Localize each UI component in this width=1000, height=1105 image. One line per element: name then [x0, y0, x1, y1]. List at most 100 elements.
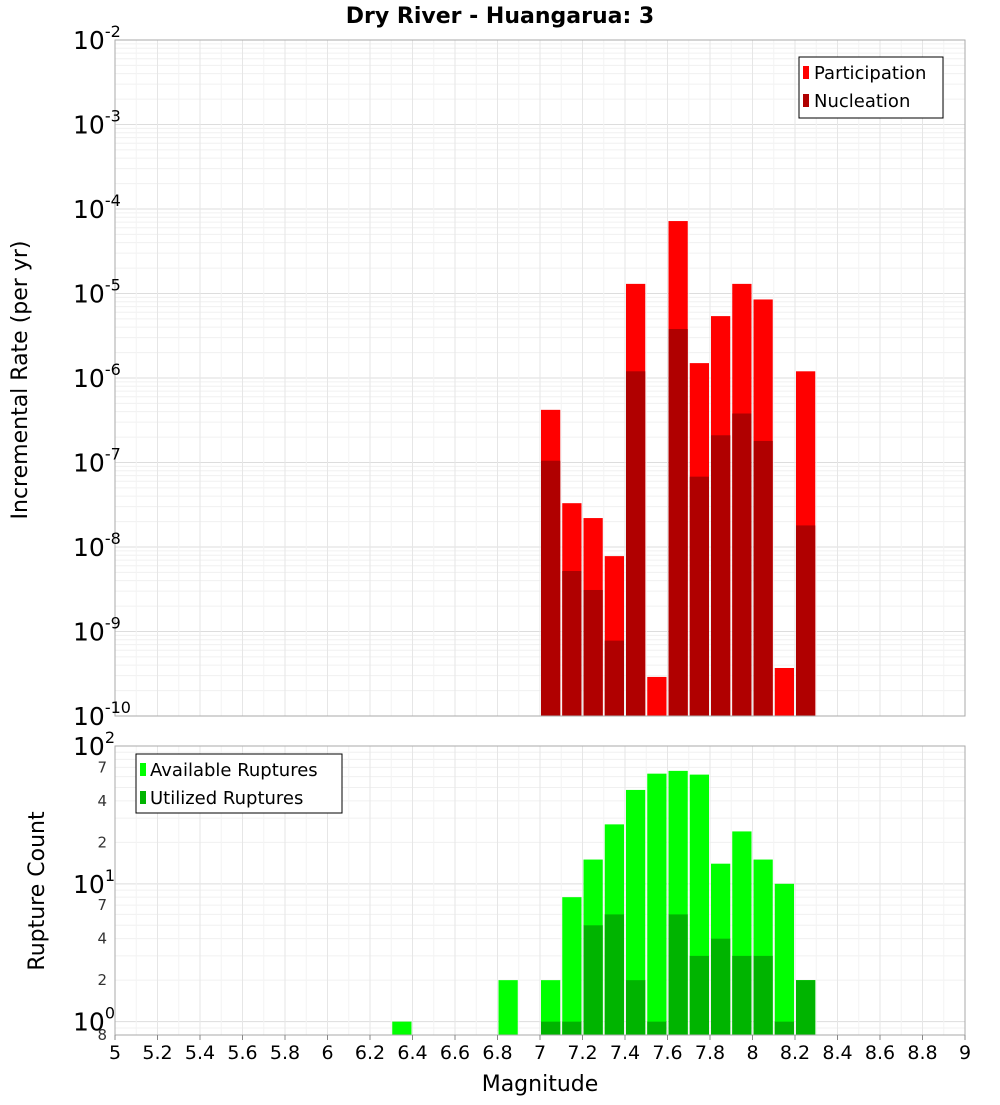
- x-tick-label: 9: [959, 1042, 971, 1064]
- utilized-ruptures-bar: [753, 955, 773, 1035]
- legend-swatch-utilized: [140, 791, 146, 804]
- count-y-tick-label: 101: [73, 866, 115, 899]
- rate-grid: [114, 39, 966, 717]
- participation-bar: [774, 667, 794, 716]
- utilized-ruptures-bar: [626, 980, 646, 1035]
- x-tick-label: 7.2: [567, 1042, 597, 1064]
- utilized-ruptures-bar: [583, 925, 603, 1035]
- legend-label-available: Available Ruptures: [150, 760, 318, 781]
- available-ruptures-bar: [541, 980, 561, 1035]
- count-panel: 102 101 100 7 4 2 7 4 2 8 5 5.2 5.4 5.6 5.8 6 6.2 6.4 6.6…: [25, 728, 971, 1097]
- available-ruptures-bar: [647, 773, 667, 1035]
- x-tick-label: 6.6: [440, 1042, 470, 1064]
- count-y-minor-tick-label: 2: [97, 971, 107, 989]
- count-y-minor-tick-label: 7: [97, 758, 107, 776]
- x-tick-label: 6.2: [355, 1042, 385, 1064]
- nucleation-bar: [626, 371, 646, 716]
- x-tick-label: 7.6: [652, 1042, 682, 1064]
- rate-y-ticks: 10-2 10-3 10-4 10-5 10-6 10-7 10-8 10-9 10-10: [73, 22, 131, 731]
- rate-plot-border: [114, 39, 966, 717]
- count-y-minor-tick-label: 4: [97, 930, 107, 948]
- utilized-ruptures-bar: [796, 980, 816, 1035]
- utilized-ruptures-bar: [774, 1021, 794, 1035]
- x-tick-label: 7: [534, 1042, 546, 1064]
- x-tick-label: 5.4: [185, 1042, 215, 1064]
- rate-panel: 10-2 10-3 10-4 10-5 10-6 10-7 10-8 10-9 10-10 In…: [8, 22, 966, 731]
- rate-y-tick-label: 10-6: [73, 360, 121, 393]
- rate-y-tick-label: 10-8: [73, 529, 121, 562]
- rate-y-tick-label: 10-3: [73, 107, 121, 140]
- rate-y-tick-label: 10-9: [73, 614, 121, 647]
- legend-swatch-nucleation: [803, 94, 809, 107]
- x-tick-label: 6.4: [397, 1042, 427, 1064]
- count-bars: [392, 770, 816, 1035]
- utilized-ruptures-bar: [604, 914, 624, 1035]
- x-tick-label: 8.8: [907, 1042, 937, 1064]
- x-tick-label: 8.4: [822, 1042, 852, 1064]
- count-legend-box: [135, 753, 343, 814]
- nucleation-bar: [541, 460, 561, 716]
- rate-legend: Participation Nucleation: [798, 56, 944, 119]
- available-ruptures-bar: [392, 1021, 412, 1035]
- available-ruptures-bar: [498, 980, 518, 1035]
- utilized-ruptures-bar: [562, 1021, 582, 1035]
- x-tick-label: 8.2: [780, 1042, 810, 1064]
- rate-legend-box: [798, 56, 944, 119]
- available-ruptures-bar: [626, 789, 646, 1035]
- rate-y-tick-label: 10-10: [73, 698, 131, 731]
- rate-y-tick-label: 10-2: [73, 22, 121, 55]
- x-tick-label: 5: [109, 1042, 121, 1064]
- utilized-ruptures-bar: [668, 914, 688, 1035]
- utilized-ruptures-bar: [541, 1021, 561, 1035]
- count-y-minor-tick-label: 4: [97, 792, 107, 810]
- nucleation-bar: [562, 570, 582, 716]
- x-tick-label: 5.8: [270, 1042, 300, 1064]
- legend-label-participation: Participation: [814, 63, 926, 84]
- nucleation-bar: [689, 476, 709, 716]
- nucleation-bar: [604, 640, 624, 716]
- utilized-ruptures-bar: [732, 955, 752, 1035]
- count-y-tick-label: 102: [73, 728, 115, 761]
- available-ruptures-bar: [562, 897, 582, 1035]
- count-y-minor-tick-label: 8: [97, 1026, 107, 1044]
- legend-swatch-available: [140, 763, 146, 776]
- count-y-axis-label: Rupture Count: [25, 811, 50, 971]
- utilized-ruptures-bar: [689, 955, 709, 1035]
- count-y-tick-label: 100: [73, 1004, 115, 1037]
- x-tick-label: 6.8: [482, 1042, 512, 1064]
- x-tick-label: 5.2: [142, 1042, 172, 1064]
- nucleation-bar: [711, 435, 731, 716]
- x-tick-label: 7.4: [610, 1042, 640, 1064]
- x-tick-label: 5.6: [227, 1042, 257, 1064]
- x-tick-label: 7.8: [695, 1042, 725, 1064]
- rate-bars: [541, 221, 816, 716]
- x-tick-label: 8.6: [865, 1042, 895, 1064]
- count-legend: Available Ruptures Utilized Ruptures: [135, 753, 343, 814]
- available-ruptures-bar: [774, 883, 794, 1035]
- x-axis-ticks: 5 5.2 5.4 5.6 5.8 6 6.2 6.4 6.6 6.8 7 7.2 7.4 7.6 7.8 8…: [109, 1035, 971, 1064]
- count-grid: [114, 745, 966, 1036]
- legend-swatch-participation: [803, 66, 809, 79]
- legend-label-utilized: Utilized Ruptures: [150, 788, 303, 809]
- nucleation-bar: [796, 525, 816, 716]
- rate-y-tick-label: 10-5: [73, 276, 121, 309]
- x-axis-label: Magnitude: [482, 1072, 599, 1097]
- legend-label-nucleation: Nucleation: [814, 91, 910, 112]
- nucleation-bar: [753, 440, 773, 716]
- utilized-ruptures-bar: [647, 1021, 667, 1035]
- rate-y-tick-label: 10-7: [73, 445, 121, 478]
- chart-title: Dry River - Huangarua: 3: [346, 4, 654, 29]
- utilized-ruptures-bar: [711, 938, 731, 1035]
- rate-y-tick-label: 10-4: [73, 191, 121, 224]
- participation-bar: [647, 676, 667, 716]
- count-y-ticks: 102 101 100 7 4 2 7 4 2 8: [73, 728, 115, 1044]
- rate-y-axis-label: Incremental Rate (per yr): [8, 241, 33, 520]
- count-y-minor-tick-label: 2: [97, 833, 107, 851]
- nucleation-bar: [583, 589, 603, 716]
- x-tick-label: 6: [321, 1042, 333, 1064]
- nucleation-bar: [732, 413, 752, 716]
- x-tick-label: 8: [746, 1042, 758, 1064]
- nucleation-bar: [668, 329, 688, 716]
- count-y-minor-tick-label: 7: [97, 896, 107, 914]
